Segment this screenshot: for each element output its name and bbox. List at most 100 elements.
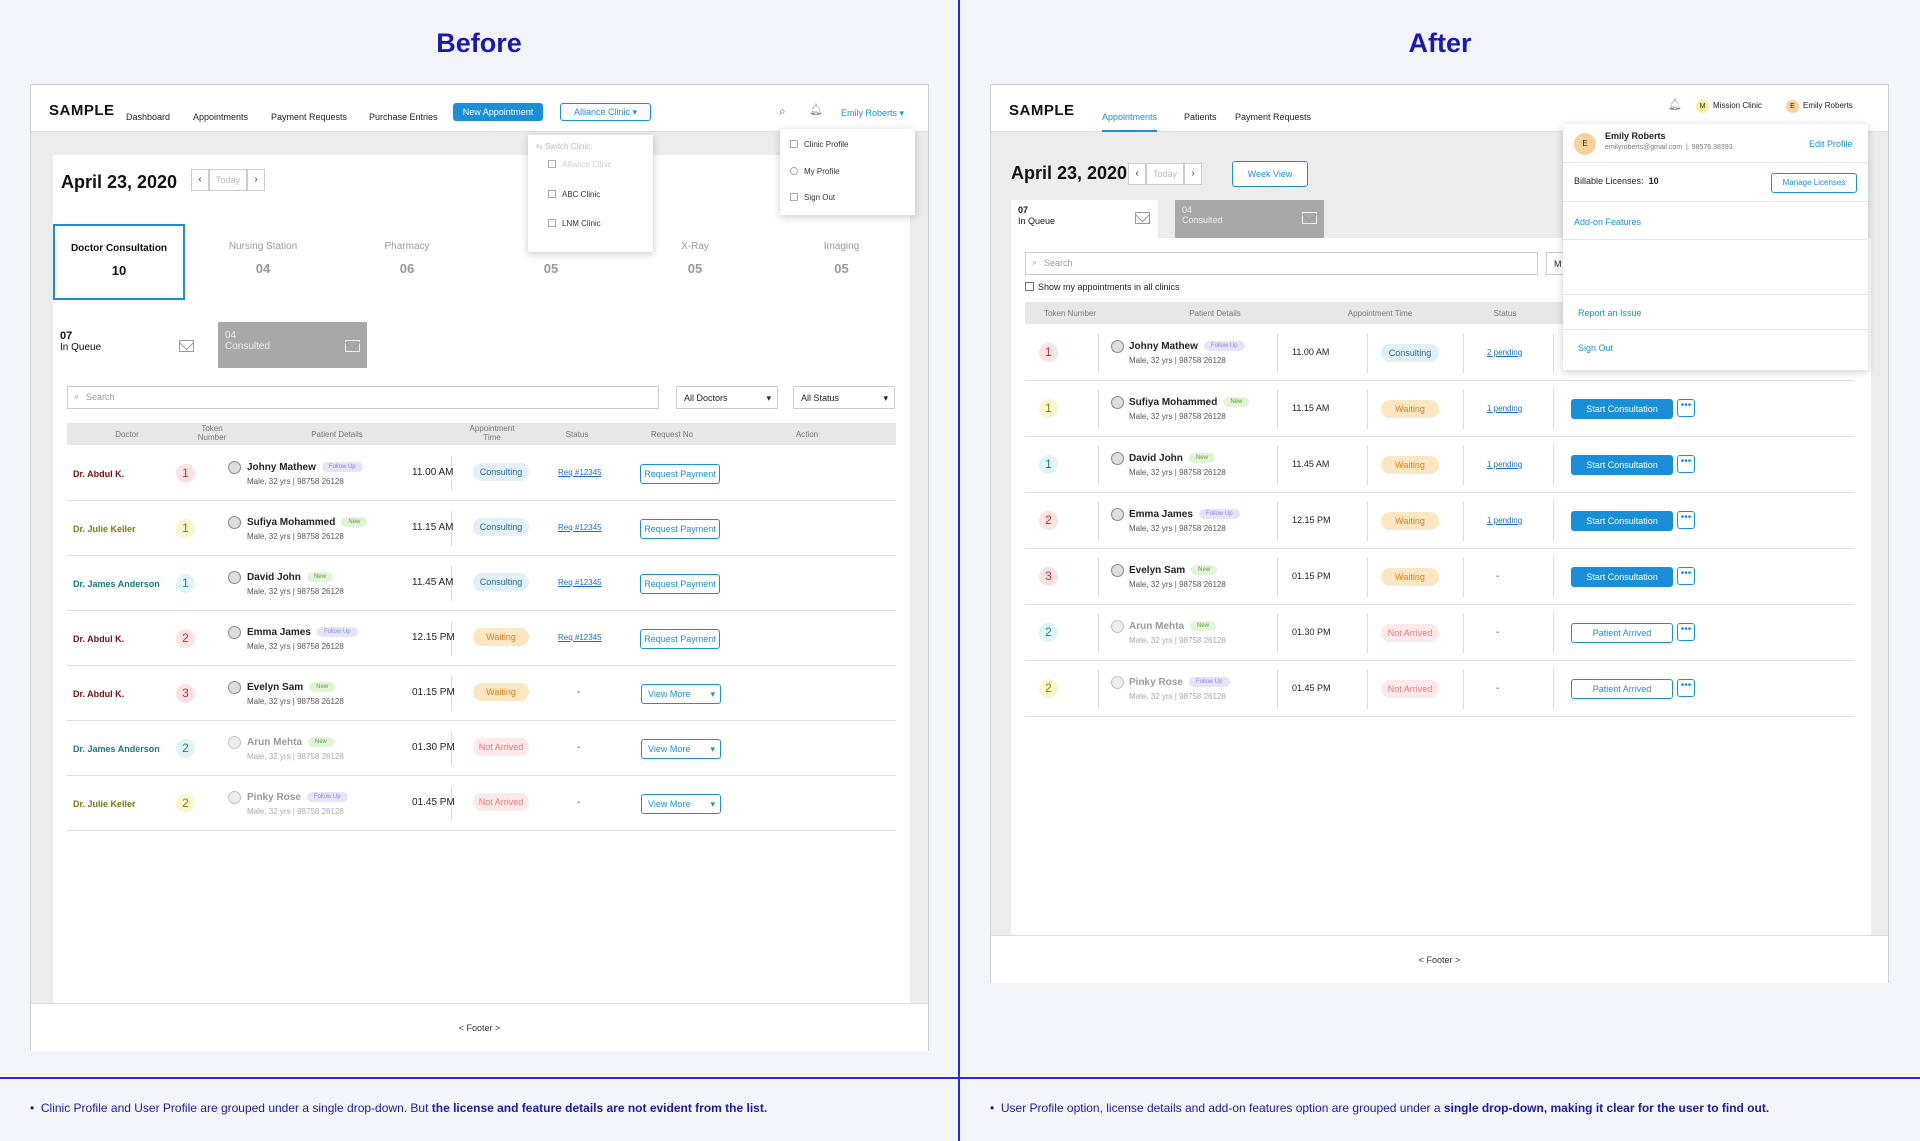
more-options-icon[interactable]: ••• bbox=[1677, 623, 1695, 641]
manage-licenses-button[interactable]: Manage Licenses bbox=[1771, 173, 1857, 193]
patient-name-cell: Emma James Follow Up bbox=[247, 627, 358, 638]
clinic-option-abc[interactable]: ABC Clinic bbox=[548, 190, 600, 199]
col-action: Action bbox=[795, 430, 819, 439]
after-today-button[interactable]: Today bbox=[1146, 163, 1184, 185]
appointment-time: 01.45 PM bbox=[412, 797, 455, 808]
menu-sign-out[interactable]: Sign Out bbox=[790, 193, 835, 202]
clinic-profile-icon bbox=[790, 140, 798, 148]
station-count: 04 bbox=[255, 261, 271, 276]
start-consultation-button[interactable]: Start Consultation bbox=[1571, 511, 1673, 531]
col-status: Status bbox=[1493, 309, 1517, 318]
appointment-time: 11.45 AM bbox=[1292, 459, 1330, 469]
request-payment-button[interactable]: Request Payment bbox=[640, 574, 720, 594]
clinic-option-lnm[interactable]: LNM Clinic bbox=[548, 219, 601, 228]
patient-arrived-button[interactable]: Patient Arrived bbox=[1571, 679, 1673, 699]
before-search-input[interactable]: ⌕ Search bbox=[67, 386, 659, 409]
chevron-down-icon: ▾ bbox=[883, 393, 888, 403]
edit-profile-link[interactable]: Edit Profile bbox=[1809, 139, 1853, 149]
station-card-imaging[interactable]: Imaging 05 bbox=[775, 224, 908, 300]
doctor-filter-select[interactable]: All Doctors ▾ bbox=[676, 386, 778, 409]
patient-avatar-icon bbox=[1111, 508, 1124, 521]
patient-name: Pinky Rose bbox=[1129, 677, 1183, 688]
clinic-option-alliance[interactable]: Alliance Clinic bbox=[548, 160, 612, 169]
before-next-button[interactable]: › bbox=[247, 169, 265, 191]
request-payment-button[interactable]: Request Payment bbox=[640, 519, 720, 539]
doctor-filter-label: All Doctors bbox=[684, 393, 728, 403]
after-sign-out-link[interactable]: Sign Out bbox=[1578, 343, 1614, 353]
menu-sign-out-label: Sign Out bbox=[804, 193, 836, 202]
pending-link[interactable]: 1 pending bbox=[1487, 460, 1523, 469]
menu-clinic-profile[interactable]: Clinic Profile bbox=[790, 140, 848, 149]
before-search-icon[interactable]: ⌕ bbox=[779, 104, 786, 118]
licenses-value: 10 bbox=[1648, 176, 1659, 186]
request-link[interactable]: Req #12345 bbox=[558, 523, 602, 532]
status-filter-select[interactable]: All Status ▾ bbox=[793, 386, 895, 409]
patient-details: Male, 32 yrs | 98758 26128 bbox=[247, 807, 344, 816]
more-options-icon[interactable]: ••• bbox=[1677, 511, 1695, 529]
pending-link[interactable]: 1 pending bbox=[1487, 404, 1523, 413]
more-options-icon[interactable]: ••• bbox=[1677, 567, 1695, 585]
view-more-button[interactable]: View More ▾ bbox=[641, 739, 721, 759]
search-placeholder: Search bbox=[86, 392, 115, 402]
before-prev-button[interactable]: ‹ bbox=[191, 169, 209, 191]
divider bbox=[1098, 445, 1099, 485]
menu-my-profile[interactable]: My Profile bbox=[790, 167, 840, 176]
view-more-button[interactable]: View More ▾ bbox=[641, 794, 721, 814]
divider bbox=[1553, 445, 1554, 485]
after-bell-icon[interactable]: 🔔︎ bbox=[1668, 99, 1682, 111]
start-consultation-button[interactable]: Start Consultation bbox=[1571, 567, 1673, 587]
week-view-button[interactable]: Week View bbox=[1232, 161, 1308, 187]
request-payment-button[interactable]: Request Payment bbox=[640, 464, 720, 484]
station-card-pharmacy[interactable]: Pharmacy 06 bbox=[341, 224, 473, 300]
divider bbox=[451, 676, 452, 711]
appointment-time: 01.15 PM bbox=[412, 687, 455, 698]
patient-avatar-icon bbox=[228, 461, 241, 474]
divider bbox=[1563, 162, 1868, 163]
report-issue-link[interactable]: Report an Issue bbox=[1578, 308, 1642, 318]
new-appointment-button[interactable]: New Appointment bbox=[453, 103, 543, 121]
before-today-button[interactable]: Today bbox=[209, 169, 247, 191]
pending-link[interactable]: 1 pending bbox=[1487, 516, 1523, 525]
before-user-menu[interactable]: Emily Roberts ▾ bbox=[841, 108, 905, 118]
more-options-icon[interactable]: ••• bbox=[1677, 455, 1695, 473]
after-user-menu[interactable]: E Emily Roberts bbox=[1786, 100, 1853, 113]
more-options-icon[interactable]: ••• bbox=[1677, 399, 1695, 417]
show-all-clinics-label: Show my appointments in all clinics bbox=[1038, 282, 1180, 292]
request-link[interactable]: Req #12345 bbox=[558, 578, 602, 587]
clinic-select[interactable]: Alliance Clinic ▾ bbox=[560, 103, 651, 121]
start-consultation-button[interactable]: Start Consultation bbox=[1571, 399, 1673, 419]
after-queue-tab[interactable]: 07 In Queue bbox=[1011, 200, 1158, 238]
before-queue-tab[interactable]: 07 In Queue bbox=[53, 322, 201, 368]
after-nav-appointments[interactable]: Appointments bbox=[1102, 112, 1158, 132]
after-nav-patients[interactable]: Patients bbox=[1184, 112, 1217, 122]
more-options-icon[interactable]: ••• bbox=[1677, 679, 1695, 697]
after-consulted-tab[interactable]: 04 Consulted bbox=[1175, 200, 1324, 238]
add-on-features-link[interactable]: Add-on Features bbox=[1574, 217, 1642, 227]
request-payment-button[interactable]: Request Payment bbox=[640, 629, 720, 649]
after-nav-payment-requests[interactable]: Payment Requests bbox=[1235, 112, 1312, 122]
patient-arrived-button[interactable]: Patient Arrived bbox=[1571, 623, 1673, 643]
station-card-doctor-consultation[interactable]: Doctor Consultation 10 bbox=[53, 224, 185, 300]
request-link[interactable]: Req #12345 bbox=[558, 633, 602, 642]
patient-avatar-icon bbox=[228, 626, 241, 639]
before-nav-dashboard[interactable]: Dashboard bbox=[126, 112, 171, 122]
after-topbar: SAMPLE Appointments Patients Payment Req… bbox=[991, 85, 1888, 132]
before-nav-purchase-entries[interactable]: Purchase Entries bbox=[369, 112, 438, 122]
before-nav-appointments[interactable]: Appointments bbox=[193, 112, 249, 122]
request-link[interactable]: Req #12345 bbox=[558, 468, 602, 477]
after-next-button[interactable]: › bbox=[1184, 163, 1202, 185]
after-prev-button[interactable]: ‹ bbox=[1128, 163, 1146, 185]
view-more-button[interactable]: View More ▾ bbox=[641, 684, 721, 704]
patient-name: Sufiya Mohammed bbox=[247, 517, 336, 528]
show-all-clinics-checkbox[interactable]: Show my appointments in all clinics bbox=[1025, 282, 1180, 292]
status-badge: Not Arrived bbox=[1381, 624, 1439, 642]
clinic-switcher[interactable]: M Mission Clinic bbox=[1696, 100, 1762, 113]
before-nav-payment-requests[interactable]: Payment Requests bbox=[271, 112, 348, 122]
pending-link[interactable]: 2 pending bbox=[1487, 348, 1523, 357]
before-bell-icon[interactable]: 🔔︎ bbox=[809, 104, 823, 116]
divider bbox=[1098, 389, 1099, 429]
before-consulted-tab[interactable]: 04 Consulted bbox=[218, 322, 367, 368]
station-card-nursing[interactable]: Nursing Station 04 bbox=[197, 224, 329, 300]
start-consultation-button[interactable]: Start Consultation bbox=[1571, 455, 1673, 475]
after-search-input[interactable]: ⌕ Search bbox=[1025, 252, 1538, 275]
